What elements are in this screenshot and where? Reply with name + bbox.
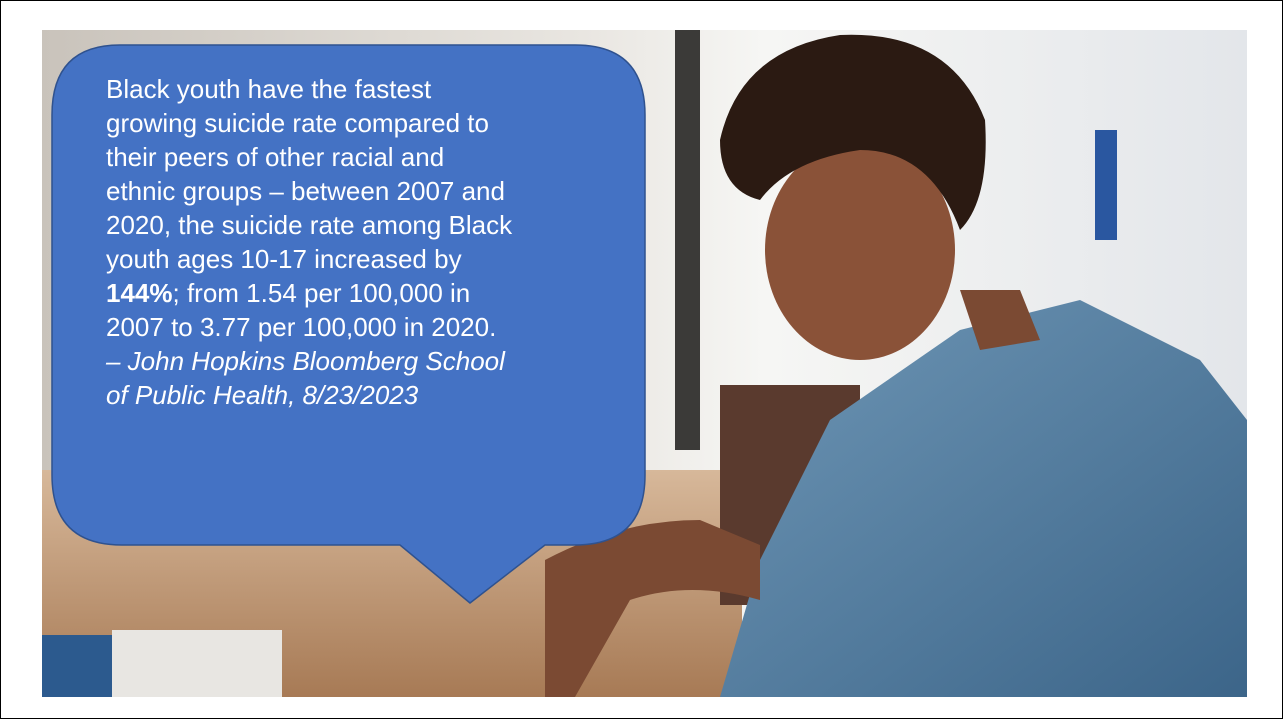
quote-line: 144%; from 1.54 per 100,000 in — [106, 278, 470, 308]
citation-line: – John Hopkins Bloomberg School — [105, 346, 506, 376]
quote-line: 2020, the suicide rate among Black — [106, 210, 513, 240]
quote-text: ; from 1.54 per 100,000 in — [173, 278, 471, 308]
quote-line: ethnic groups – between 2007 and — [106, 176, 505, 206]
citation-line: of Public Health, 8/23/2023 — [106, 380, 419, 410]
quote-line: 2007 to 3.77 per 100,000 in 2020. — [106, 312, 496, 342]
emphasis: 144% — [106, 278, 173, 308]
quote-line: their peers of other racial and — [106, 142, 444, 172]
quote-line: Black youth have the fastest — [106, 74, 432, 104]
slide: Black youth have the fastest growing sui… — [0, 0, 1283, 719]
quote-line: youth ages 10-17 increased by — [106, 244, 462, 274]
quote-line: growing suicide rate compared to — [106, 108, 489, 138]
